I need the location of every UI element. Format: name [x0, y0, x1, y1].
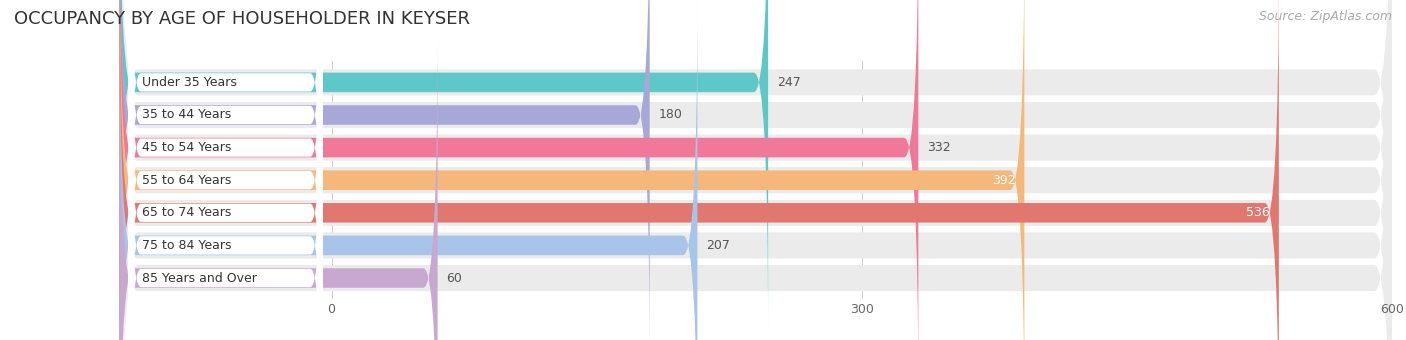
- Text: 207: 207: [706, 239, 730, 252]
- Text: 55 to 64 Years: 55 to 64 Years: [142, 174, 232, 187]
- FancyBboxPatch shape: [120, 0, 1392, 340]
- FancyBboxPatch shape: [128, 0, 323, 302]
- FancyBboxPatch shape: [120, 0, 918, 340]
- Text: Under 35 Years: Under 35 Years: [142, 76, 238, 89]
- FancyBboxPatch shape: [120, 0, 1392, 340]
- FancyBboxPatch shape: [120, 0, 1025, 340]
- FancyBboxPatch shape: [120, 0, 1392, 340]
- Text: 536: 536: [1246, 206, 1270, 219]
- Text: 332: 332: [927, 141, 950, 154]
- FancyBboxPatch shape: [120, 0, 1392, 340]
- FancyBboxPatch shape: [120, 0, 697, 340]
- FancyBboxPatch shape: [120, 0, 1279, 340]
- FancyBboxPatch shape: [128, 59, 323, 340]
- FancyBboxPatch shape: [120, 0, 768, 334]
- FancyBboxPatch shape: [128, 0, 323, 334]
- FancyBboxPatch shape: [120, 27, 437, 340]
- Text: 180: 180: [658, 108, 682, 121]
- Text: 392: 392: [991, 174, 1015, 187]
- Text: 65 to 74 Years: 65 to 74 Years: [142, 206, 232, 219]
- Text: OCCUPANCY BY AGE OF HOUSEHOLDER IN KEYSER: OCCUPANCY BY AGE OF HOUSEHOLDER IN KEYSE…: [14, 10, 470, 28]
- FancyBboxPatch shape: [128, 26, 323, 340]
- Text: 247: 247: [778, 76, 800, 89]
- Text: 35 to 44 Years: 35 to 44 Years: [142, 108, 232, 121]
- Text: 75 to 84 Years: 75 to 84 Years: [142, 239, 232, 252]
- FancyBboxPatch shape: [128, 0, 323, 340]
- Text: 45 to 54 Years: 45 to 54 Years: [142, 141, 232, 154]
- FancyBboxPatch shape: [120, 0, 1392, 340]
- FancyBboxPatch shape: [128, 0, 323, 340]
- Text: 85 Years and Over: 85 Years and Over: [142, 272, 257, 285]
- Text: Source: ZipAtlas.com: Source: ZipAtlas.com: [1258, 10, 1392, 23]
- Text: 60: 60: [447, 272, 463, 285]
- FancyBboxPatch shape: [120, 0, 1392, 340]
- FancyBboxPatch shape: [120, 0, 1392, 340]
- FancyBboxPatch shape: [128, 0, 323, 340]
- FancyBboxPatch shape: [120, 0, 650, 340]
